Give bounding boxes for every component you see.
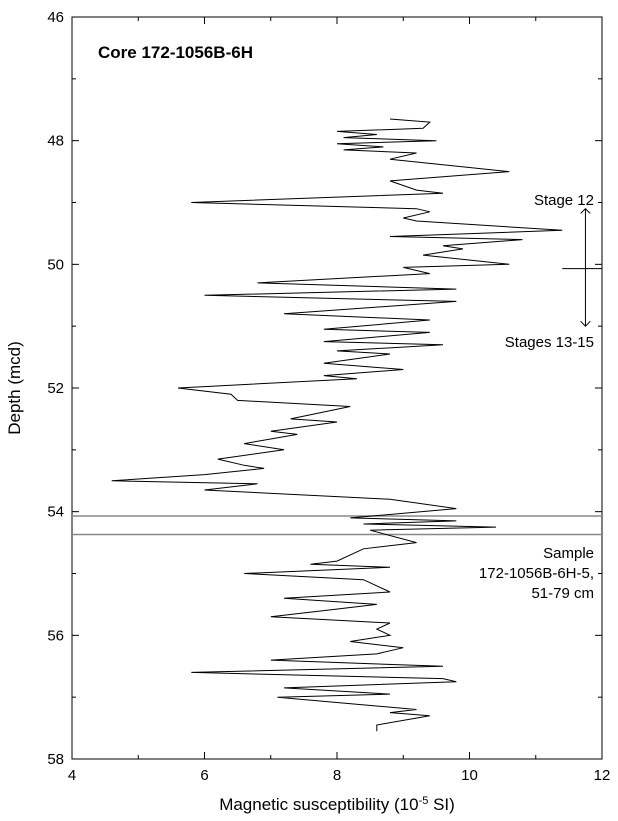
y-tick-label: 48	[47, 133, 64, 150]
x-tick-label: 4	[68, 767, 76, 784]
x-axis-label-unit: SI)	[428, 795, 454, 814]
sample-label-line1: Sample	[543, 545, 594, 562]
x-axis-label: Magnetic susceptibility (10-5 SI)	[219, 795, 455, 814]
y-tick-label: 56	[47, 627, 64, 644]
chart-title: Core 172-1056B-6H	[98, 43, 253, 62]
susceptibility-series-line	[111, 118, 563, 732]
x-tick-label: 6	[200, 767, 208, 784]
x-axis-label-exponent: -5	[419, 795, 429, 807]
x-tick-label: 10	[461, 767, 478, 784]
sample-interval-lines	[72, 515, 602, 536]
x-ticks: 4 6 8 10 12	[68, 17, 611, 784]
svg-text:Magnetic susceptibility (10-5: Magnetic susceptibility (10-5 SI)	[219, 795, 455, 814]
y-axis-label: Depth (mcd)	[5, 341, 24, 435]
y-tick-label: 52	[47, 380, 64, 397]
x-axis-label-text: Magnetic susceptibility (10	[219, 795, 418, 814]
stage-12-label: Stage 12	[534, 192, 594, 209]
y-tick-label: 46	[47, 9, 64, 26]
plot-frame	[71, 16, 603, 760]
sample-label-line3: 51-79 cm	[531, 585, 594, 602]
y-ticks: 46 48 50 52 54 56 58	[47, 9, 602, 768]
sample-label-line2: 172-1056B-6H-5,	[479, 565, 594, 582]
y-tick-label: 58	[47, 751, 64, 768]
y-tick-label: 54	[47, 504, 64, 521]
stages-13-15-label: Stages 13-15	[505, 334, 594, 351]
x-tick-label: 12	[594, 767, 611, 784]
x-tick-label: 8	[333, 767, 341, 784]
y-tick-label: 50	[47, 256, 64, 273]
stage-annotations	[562, 209, 602, 326]
